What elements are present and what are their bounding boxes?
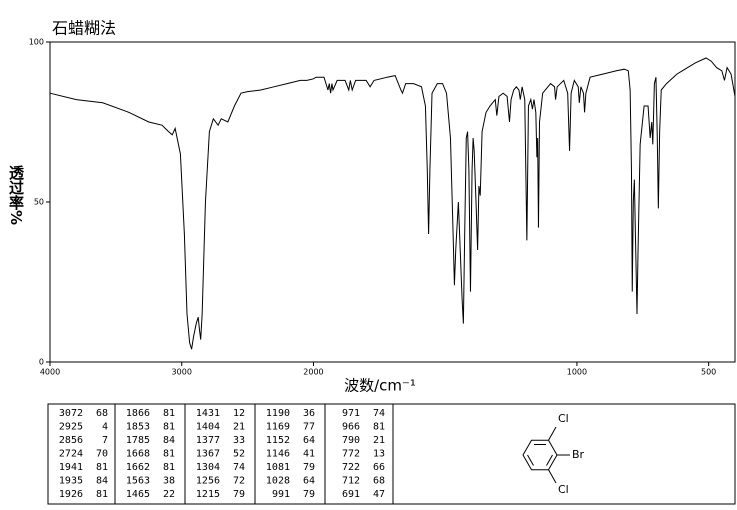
peak-wavenumber: 971 — [342, 408, 360, 419]
peak-wavenumber: 1431 — [196, 408, 220, 419]
peak-transmittance: 36 — [303, 408, 315, 419]
peak-wavenumber: 1785 — [126, 435, 150, 446]
peak-wavenumber: 1152 — [266, 435, 290, 446]
peak-wavenumber: 1563 — [126, 476, 150, 487]
y-tick-label: 100 — [29, 38, 44, 47]
table-frame — [47, 403, 736, 505]
peak-wavenumber: 1304 — [196, 462, 220, 473]
peak-wavenumber: 712 — [342, 476, 360, 487]
peak-wavenumber: 1935 — [59, 476, 83, 487]
peak-wavenumber: 1169 — [266, 422, 290, 433]
peak-wavenumber: 1256 — [196, 476, 220, 487]
peak-wavenumber: 691 — [342, 489, 360, 500]
peak-wavenumber: 1941 — [59, 462, 83, 473]
peak-wavenumber: 1215 — [196, 489, 220, 500]
atom-label: Br — [572, 448, 585, 461]
spectrum-line — [49, 57, 736, 350]
peak-transmittance: 81 — [163, 462, 175, 473]
x-tick-label: 4000 — [40, 368, 60, 377]
peak-wavenumber: 1367 — [196, 449, 220, 460]
molecule — [522, 426, 570, 484]
peak-wavenumber: 790 — [342, 435, 360, 446]
peak-transmittance: 66 — [373, 462, 385, 473]
plot-frame — [49, 41, 736, 363]
peak-transmittance: 70 — [96, 449, 108, 460]
peak-wavenumber: 1662 — [126, 462, 150, 473]
double-bond — [527, 454, 534, 466]
peak-wavenumber: 3072 — [59, 408, 83, 419]
y-tick-label: 50 — [34, 198, 44, 207]
x-axis-label: 波数/cm⁻¹ — [344, 377, 416, 395]
peak-wavenumber: 722 — [342, 462, 360, 473]
peak-transmittance: 64 — [303, 476, 315, 487]
atom-label: Cl — [558, 483, 569, 496]
peak-transmittance: 68 — [373, 476, 385, 487]
x-tick-label: 3000 — [172, 368, 192, 377]
peak-transmittance: 81 — [96, 489, 108, 500]
peak-transmittance: 13 — [373, 449, 385, 460]
peak-wavenumber: 1190 — [266, 408, 290, 419]
peak-transmittance: 79 — [233, 489, 245, 500]
bond — [548, 426, 557, 441]
peak-transmittance: 7 — [102, 435, 108, 446]
double-bond — [546, 454, 553, 466]
peak-wavenumber: 772 — [342, 449, 360, 460]
peak-transmittance: 68 — [96, 408, 108, 419]
peak-transmittance: 12 — [233, 408, 245, 419]
peak-transmittance: 84 — [96, 476, 108, 487]
peak-transmittance: 84 — [163, 435, 175, 446]
peak-transmittance: 81 — [163, 408, 175, 419]
peak-wavenumber: 1853 — [126, 422, 150, 433]
peak-transmittance: 81 — [96, 462, 108, 473]
bond — [548, 469, 557, 484]
peak-transmittance: 79 — [303, 462, 315, 473]
peak-wavenumber: 1146 — [266, 449, 290, 460]
peak-transmittance: 81 — [163, 422, 175, 433]
peak-transmittance: 64 — [303, 435, 315, 446]
peak-wavenumber: 2925 — [59, 422, 83, 433]
peak-transmittance: 81 — [373, 422, 385, 433]
peak-wavenumber: 2856 — [59, 435, 83, 446]
peak-transmittance: 4 — [102, 422, 108, 433]
peak-transmittance: 21 — [373, 435, 385, 446]
peak-wavenumber: 1404 — [196, 422, 220, 433]
peak-wavenumber: 1926 — [59, 489, 83, 500]
x-tick-label: 1000 — [567, 368, 587, 377]
table-dividers — [114, 404, 394, 504]
peak-transmittance: 77 — [303, 422, 315, 433]
peak-wavenumber: 1465 — [126, 489, 150, 500]
peak-transmittance: 52 — [233, 449, 245, 460]
peak-wavenumber: 1377 — [196, 435, 220, 446]
peak-wavenumber: 966 — [342, 422, 360, 433]
peak-transmittance: 22 — [163, 489, 175, 500]
peak-transmittance: 41 — [303, 449, 315, 460]
peak-wavenumber: 991 — [272, 489, 290, 500]
peak-wavenumber: 1081 — [266, 462, 290, 473]
peak-transmittance: 74 — [373, 408, 385, 419]
peak-transmittance: 72 — [233, 476, 245, 487]
x-tick-label: 500 — [701, 368, 716, 377]
y-tick-label: 0 — [39, 358, 44, 367]
peak-wavenumber: 1668 — [126, 449, 150, 460]
x-tick-label: 2000 — [303, 368, 323, 377]
peak-transmittance: 38 — [163, 476, 175, 487]
peak-transmittance: 33 — [233, 435, 245, 446]
peak-wavenumber: 1028 — [266, 476, 290, 487]
chart-title: 石蜡糊法 — [52, 19, 116, 38]
peak-transmittance: 74 — [233, 462, 245, 473]
peak-transmittance: 81 — [163, 449, 175, 460]
peak-transmittance: 79 — [303, 489, 315, 500]
y-axis-label: 透过率% — [7, 165, 25, 226]
peak-wavenumber: 1866 — [126, 408, 150, 419]
peak-transmittance: 21 — [233, 422, 245, 433]
peak-wavenumber: 2724 — [59, 449, 83, 460]
peak-transmittance: 47 — [373, 489, 385, 500]
atom-label: Cl — [558, 412, 569, 425]
